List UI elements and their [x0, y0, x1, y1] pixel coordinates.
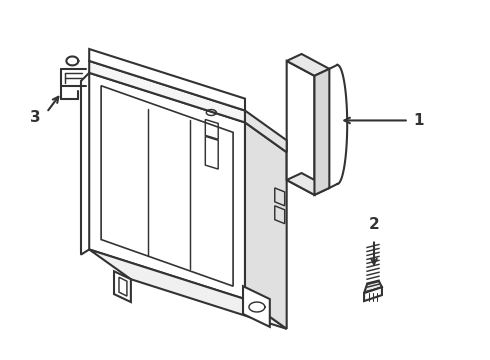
Polygon shape [89, 49, 245, 111]
Polygon shape [364, 287, 382, 301]
Polygon shape [364, 281, 382, 293]
Polygon shape [89, 249, 287, 329]
Polygon shape [89, 61, 245, 122]
Polygon shape [287, 61, 315, 195]
Text: 1: 1 [414, 113, 424, 128]
Polygon shape [245, 111, 287, 152]
Polygon shape [287, 173, 329, 195]
Text: 3: 3 [30, 110, 41, 125]
Polygon shape [287, 54, 329, 76]
Polygon shape [315, 69, 329, 195]
Polygon shape [245, 122, 287, 329]
Text: 2: 2 [368, 217, 379, 231]
Polygon shape [89, 73, 245, 299]
Polygon shape [243, 286, 270, 327]
Polygon shape [114, 271, 131, 302]
